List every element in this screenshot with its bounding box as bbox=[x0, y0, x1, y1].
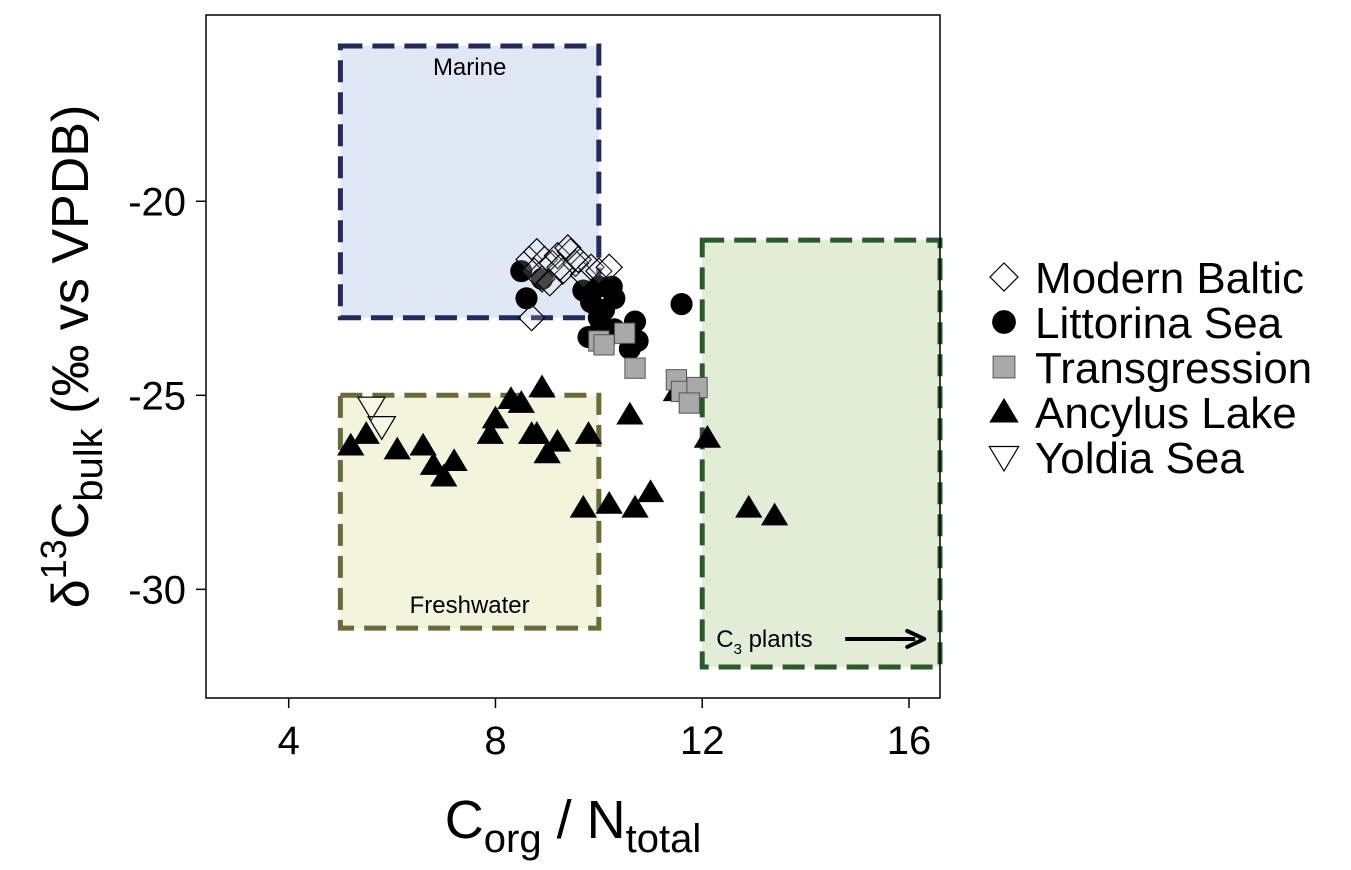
modern-baltic-point bbox=[561, 249, 590, 278]
plot-frame bbox=[205, 14, 941, 699]
freshwater-region-label: Freshwater bbox=[410, 592, 530, 619]
ancylus-lake-point bbox=[430, 463, 458, 487]
marine-region-box bbox=[337, 43, 602, 321]
modern-baltic-point bbox=[553, 233, 582, 262]
x-tick-label: 8 bbox=[484, 719, 506, 763]
littorina-sea-point bbox=[603, 287, 626, 310]
y-tick-label: -25 bbox=[128, 374, 186, 418]
modern-baltic-point bbox=[528, 265, 556, 293]
c3-plants-region-box bbox=[699, 237, 943, 670]
x-axis-label: Corg / Ntotal bbox=[445, 790, 701, 861]
legend-marker-littorina-sea bbox=[992, 310, 1016, 334]
littorina-sea-point bbox=[530, 267, 554, 290]
axes-layer: 4 8 12 16 -20 -25 -30 bbox=[128, 180, 931, 763]
legend-marker-modern-baltic bbox=[989, 262, 1019, 292]
legend-marker-transgression bbox=[992, 355, 1016, 379]
modern-baltic-point bbox=[595, 253, 624, 282]
ancylus-lake-point bbox=[409, 432, 437, 456]
regions-layer: Marine Freshwater C3 plants bbox=[337, 43, 943, 670]
modern-baltic-point bbox=[530, 245, 559, 274]
ancylus-lake-point bbox=[543, 428, 572, 452]
ancylus-lake-point bbox=[574, 421, 603, 444]
legend-marker-yoldia-sea bbox=[988, 445, 1020, 473]
modern-baltic-point bbox=[515, 245, 543, 274]
ancylus-lake-point bbox=[440, 448, 468, 472]
legend-label-littorina-sea: Littorina Sea bbox=[1035, 299, 1283, 348]
ancylus-lake-point bbox=[383, 436, 411, 460]
ancylus-lake-point bbox=[693, 424, 722, 448]
transgression-point bbox=[593, 334, 615, 356]
ancylus-lake-point bbox=[337, 432, 365, 456]
ancylus-lake-point bbox=[595, 490, 623, 514]
ancylus-lake-point bbox=[419, 452, 448, 475]
ancylus-lake-point bbox=[528, 374, 556, 398]
modern-baltic-point bbox=[564, 245, 593, 274]
legend-label-transgression: Transgression bbox=[1035, 344, 1312, 393]
x-tick-label: 12 bbox=[680, 719, 725, 763]
transgression-point bbox=[614, 322, 636, 344]
c3-plants-arrow-head bbox=[905, 628, 927, 649]
modern-baltic-point bbox=[548, 257, 577, 285]
transgression-point bbox=[678, 392, 700, 414]
ancylus-lake-point bbox=[352, 421, 380, 444]
marine-region-label: Marine bbox=[433, 54, 506, 81]
ancylus-lake-point bbox=[476, 421, 504, 444]
littorina-sea-point bbox=[515, 287, 538, 310]
ancylus-lake-point bbox=[481, 405, 510, 429]
ancylus-lake-point bbox=[735, 494, 763, 518]
legend-label-modern-baltic: Modern Baltic bbox=[1035, 254, 1304, 303]
modern-baltic-point bbox=[569, 261, 598, 289]
c3-plants-region-label: C3 plants bbox=[716, 626, 812, 658]
legend-marker-ancylus-lake bbox=[989, 398, 1019, 423]
y-tick-label: -30 bbox=[128, 568, 186, 612]
ancylus-lake-point bbox=[636, 479, 665, 503]
y-axis-label: δ13Cbulk (‰ vs VPDB) bbox=[33, 105, 111, 609]
data-points-layer bbox=[337, 233, 789, 526]
legend-label-ancylus-lake: Ancylus Lake bbox=[1035, 389, 1297, 438]
y-tick-label: -20 bbox=[128, 180, 186, 224]
x-tick-label: 4 bbox=[278, 719, 300, 763]
ancylus-lake-point bbox=[569, 494, 597, 518]
ancylus-lake-point bbox=[533, 440, 561, 464]
modern-baltic-point bbox=[517, 303, 546, 332]
yoldia-sea-point bbox=[367, 416, 397, 441]
ancylus-lake-point bbox=[621, 494, 649, 518]
ancylus-lake-point bbox=[507, 390, 535, 413]
ancylus-lake-point bbox=[760, 502, 789, 526]
ancylus-lake-point bbox=[523, 421, 551, 444]
yoldia-sea-point bbox=[356, 396, 387, 422]
x-tick-label: 16 bbox=[887, 719, 932, 763]
legend-label-yoldia-sea: Yoldia Sea bbox=[1035, 434, 1244, 483]
littorina-sea-point bbox=[670, 293, 693, 316]
modern-baltic-point bbox=[584, 257, 613, 285]
transgression-point bbox=[624, 357, 646, 379]
ancylus-lake-point bbox=[616, 401, 644, 425]
